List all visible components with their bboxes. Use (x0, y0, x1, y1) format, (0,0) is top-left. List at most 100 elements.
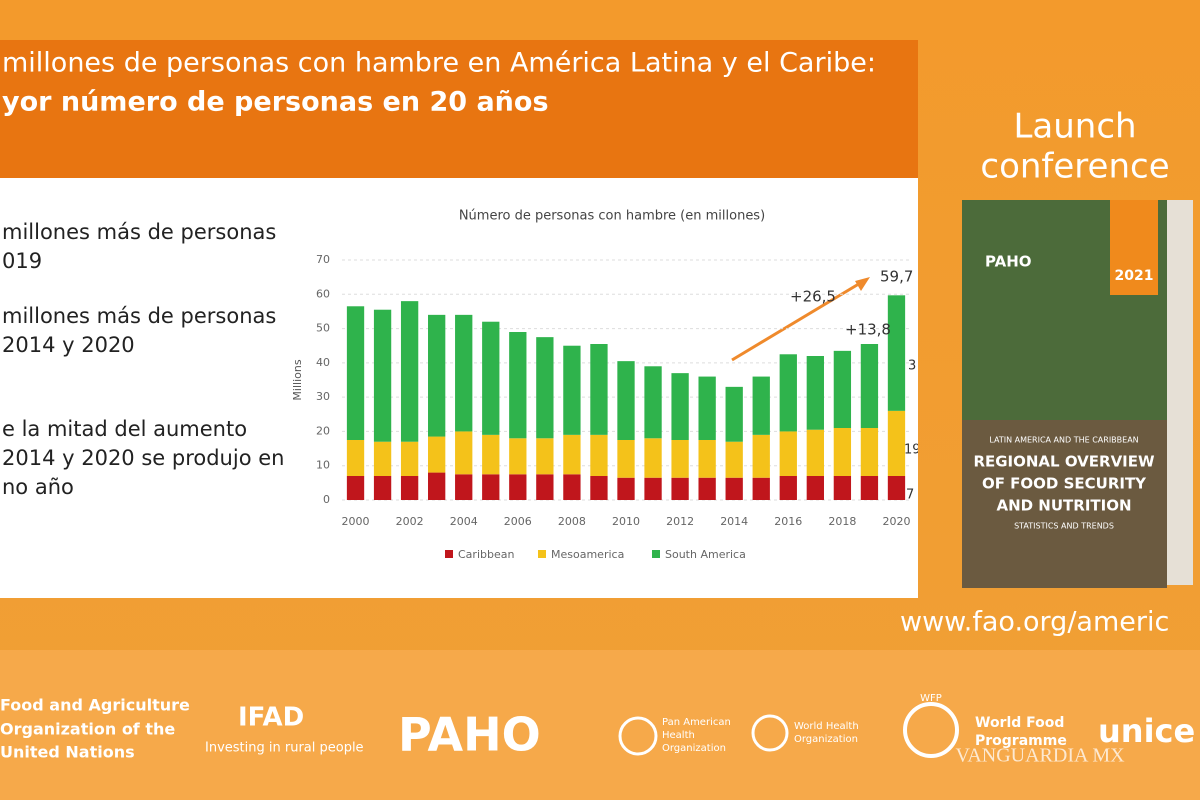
annotation: 7 (906, 488, 914, 503)
y-tick-label: 70 (316, 253, 330, 266)
bar-segment (428, 436, 446, 473)
bar-segment (860, 476, 879, 500)
bar-segment (779, 476, 797, 500)
bar-segment (887, 476, 906, 500)
bar-segment (536, 337, 554, 439)
bullet-text: no año (2, 475, 74, 499)
y-tick-label: 10 (316, 459, 330, 472)
y-tick-label: 50 (316, 322, 330, 335)
bullet-text: 2014 y 2020 se produjo en (2, 446, 284, 470)
annotation: +26,5 (790, 288, 836, 306)
y-tick-label: 30 (316, 390, 330, 403)
footer-band (0, 650, 1200, 800)
bullet-text: 019 (2, 249, 42, 273)
bar-segment (644, 438, 662, 478)
url: www.fao.org/americ (900, 607, 1169, 638)
book-tagline: STATISTICS AND TRENDS (1014, 522, 1114, 531)
logo-text: World Health (794, 721, 859, 732)
book-photo (962, 420, 1167, 588)
bar-segment (455, 431, 473, 475)
bar-segment (617, 361, 635, 440)
bar-segment (400, 476, 419, 500)
logo-text: Food and Agriculture (0, 696, 190, 715)
legend-label: Caribbean (458, 548, 514, 561)
book-title: OF FOOD SECURITY (982, 475, 1147, 493)
bar-segment (373, 476, 392, 500)
bar-segment (725, 386, 743, 442)
book-title: REGIONAL OVERVIEW (973, 453, 1155, 471)
x-tick-label: 2008 (558, 515, 586, 528)
x-tick-label: 2006 (504, 515, 532, 528)
annotation: 3 (908, 359, 916, 374)
bar-segment (644, 366, 662, 439)
logo-text: PAHO (398, 708, 541, 762)
bar-segment (752, 477, 770, 500)
bar-segment (617, 440, 635, 478)
bar-segment (806, 429, 824, 476)
logo-text: Health (662, 730, 695, 741)
bar-segment (509, 438, 527, 475)
y-axis-label: Millions (291, 359, 304, 400)
bar-segment (806, 476, 824, 500)
x-tick-label: 2016 (774, 515, 802, 528)
bar-segment (346, 476, 365, 500)
x-tick-label: 2020 (882, 515, 910, 528)
book-tab (1110, 200, 1158, 295)
bar-segment (887, 295, 906, 411)
y-tick-label: 0 (323, 493, 330, 506)
bar-segment (563, 474, 581, 500)
arrow-head (855, 277, 870, 291)
bar-segment (509, 332, 527, 439)
x-tick-label: 2000 (342, 515, 370, 528)
slide-header (0, 40, 918, 178)
annotation: +13,8 (845, 321, 891, 339)
footer-logos: Food and Agriculture Organization of the… (0, 693, 1195, 767)
logo-text: Pan American (662, 717, 731, 728)
logo-text: World Food (975, 715, 1064, 731)
bar-segment (590, 476, 608, 500)
bar-segment (725, 441, 743, 478)
logo-text: WFP (920, 693, 942, 704)
bar-segment (536, 474, 554, 500)
logo-text: Organization (794, 734, 858, 745)
arrow (731, 280, 863, 362)
sidebar-heading: conference (980, 147, 1169, 187)
bar-segment (671, 477, 689, 500)
bar-segment (509, 474, 527, 500)
bar-segment (833, 476, 852, 500)
book-title: AND NUTRITION (996, 497, 1131, 515)
legend-label: South America (665, 548, 746, 561)
bar-segment (590, 434, 608, 476)
bar-segment (400, 441, 419, 476)
bar-segment (698, 376, 716, 440)
logo-text: Investing in rural people (205, 741, 364, 756)
legend-label: Mesoamerica (551, 548, 624, 561)
bar-segment (752, 376, 770, 435)
x-tick-label: 2010 (612, 515, 640, 528)
bar-segment (373, 309, 392, 442)
logo-emblem (618, 716, 658, 756)
y-tick-label: 40 (316, 356, 330, 369)
chart: Número de personas con hambre (en millon… (291, 209, 918, 562)
logo-text: IFAD (238, 703, 304, 733)
bar-segment (590, 344, 608, 435)
bullets: millones más de personas 019 millones más … (2, 220, 284, 499)
bar-segment (698, 477, 716, 500)
watermark: VANGUARDIA MX (955, 745, 1125, 767)
x-tick-label: 2018 (828, 515, 856, 528)
bar-segment (860, 428, 879, 476)
slide-title: yor número de personas en 20 años (2, 87, 549, 118)
book-year: 2021 (1115, 268, 1154, 284)
logo-text: United Nations (0, 743, 135, 762)
bar-segment (455, 474, 473, 500)
bar-segment (428, 314, 446, 437)
bar-segment (779, 354, 797, 432)
x-tick-label: 2004 (450, 515, 478, 528)
legend-swatch (445, 550, 453, 558)
bar-segment (671, 373, 689, 440)
y-tick-label: 20 (316, 424, 330, 437)
bar-segment (752, 434, 770, 478)
bullet-text: millones más de personas (2, 304, 276, 328)
bar-segment (563, 434, 581, 475)
